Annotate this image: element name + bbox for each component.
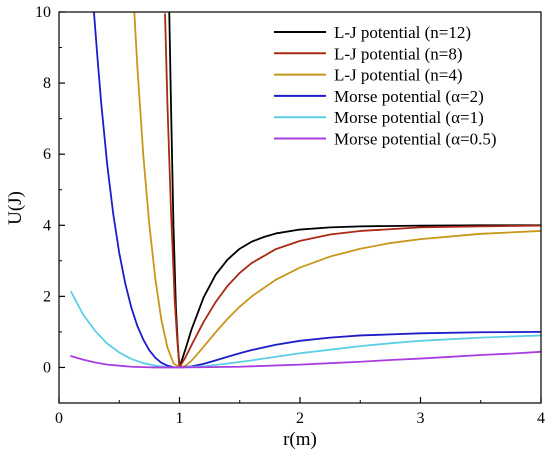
x-axis-label: r(m) <box>283 429 317 450</box>
plot-frame <box>58 11 542 404</box>
y-tick-label: 0 <box>43 359 51 376</box>
series-line-6 <box>70 350 541 369</box>
series-line-2 <box>164 13 541 369</box>
series-line-3 <box>133 12 541 369</box>
y-tick-label: 8 <box>43 75 51 92</box>
x-tick-label: 2 <box>296 410 304 427</box>
y-tick-label: 2 <box>43 288 51 305</box>
legend-label-3: L-J potential (n=4) <box>334 66 463 85</box>
x-tick-label: 0 <box>55 410 63 427</box>
y-tick-label: 6 <box>43 146 51 163</box>
x-axis: 0 1 2 3 4 <box>55 397 545 427</box>
legend-label-5: Morse potential (α=1) <box>334 108 484 127</box>
x-tick-label: 1 <box>176 410 184 427</box>
legend-label-2: L-J potential (n=8) <box>334 44 463 63</box>
legend: L-J potential (n=12) L-J potential (n=8) L… <box>274 23 497 149</box>
legend-label-4: Morse potential (α=2) <box>334 87 484 106</box>
y-axis: 0 2 4 6 8 10 <box>35 4 65 404</box>
x-tick-label: 3 <box>417 410 425 427</box>
legend-label-6: Morse potential (α=0.5) <box>334 130 497 149</box>
legend-label-1: L-J potential (n=12) <box>334 23 471 42</box>
y-tick-label: 10 <box>35 4 51 21</box>
curves-layer <box>70 12 541 369</box>
y-tick-label: 4 <box>43 217 51 234</box>
y-axis-label: U(J) <box>5 191 26 225</box>
x-tick-label: 4 <box>537 410 545 427</box>
